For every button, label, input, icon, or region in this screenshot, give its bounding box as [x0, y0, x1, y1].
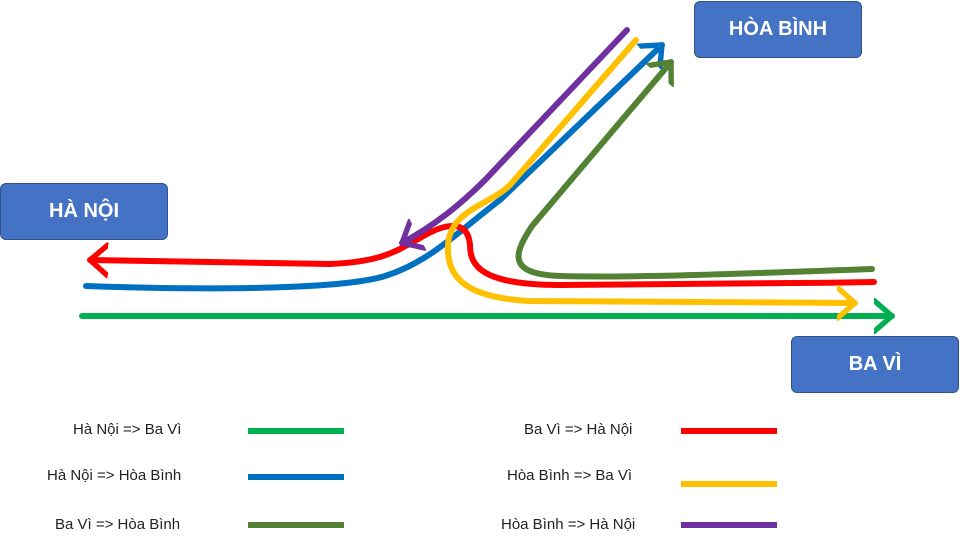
legend-label-hb-bv: Hòa Bình => Ba Vì: [507, 467, 633, 484]
city-box-bavi: BA VÌ: [791, 336, 959, 393]
legend-label-hb-hn: Hòa Bình => Hà Nội: [501, 516, 636, 533]
legend-swatch-hb-bv: [681, 481, 777, 487]
route-bv-hn-line: [87, 222, 877, 289]
city-box-hanoi: HÀ NỘI: [0, 183, 168, 240]
legend-label-hn-hb: Hà Nội => Hòa Bình: [47, 467, 182, 484]
legend-label-bv-hn: Ba Vì => Hà Nội: [524, 421, 633, 438]
legend-swatch-hn-bv: [248, 428, 344, 434]
legend-label-bv-hb: Ba Vì => Hòa Bình: [55, 516, 181, 533]
city-label-hanoi: HÀ NỘI: [49, 200, 119, 222]
legend-swatch-bv-hb: [248, 522, 344, 528]
city-label-bavi: BA VÌ: [848, 353, 902, 375]
legend-swatch-hn-hb: [248, 474, 344, 480]
legend-swatch-bv-hn: [681, 428, 777, 434]
legend-swatch-hb-hn: [681, 522, 777, 528]
route-hb-hn-line: [399, 27, 630, 243]
city-box-hoabinh: HÒA BÌNH: [694, 1, 862, 58]
route-hb-bv-line: [444, 37, 858, 303]
route-bv-hb-line: [515, 59, 875, 280]
legend-label-hn-bv: Hà Nội => Ba Vì: [73, 421, 182, 438]
city-label-hoabinh: HÒA BÌNH: [728, 18, 828, 40]
